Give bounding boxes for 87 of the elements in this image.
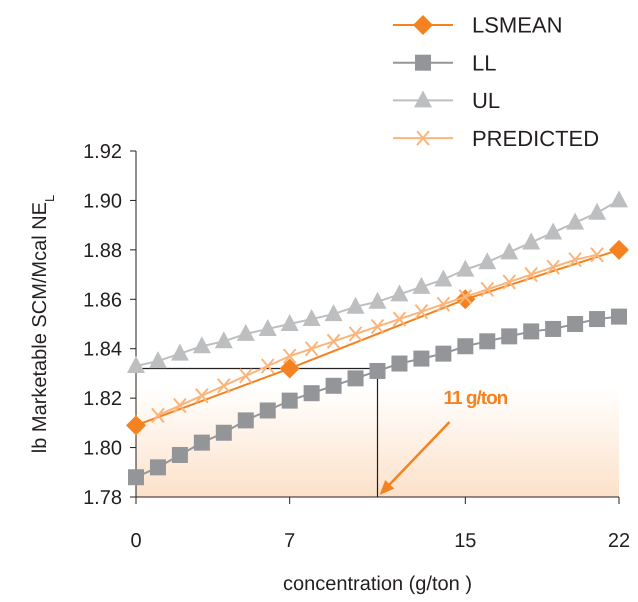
point — [412, 276, 430, 294]
point — [304, 340, 319, 357]
point — [480, 281, 494, 298]
point — [348, 370, 364, 386]
x-tick-label: 7 — [284, 530, 296, 552]
x-tick-label: 22 — [608, 530, 630, 552]
point — [280, 314, 299, 331]
point — [172, 446, 188, 463]
legend-label: LL — [472, 50, 496, 76]
point — [544, 222, 562, 240]
point — [370, 318, 384, 334]
point — [280, 358, 300, 378]
y-tick-label: 1.92 — [83, 141, 122, 163]
x-tick-label: 0 — [130, 530, 142, 552]
point — [216, 378, 231, 394]
legend-label: PREDICTED — [472, 126, 600, 151]
point — [148, 351, 167, 368]
point — [502, 274, 516, 290]
point — [567, 316, 584, 332]
point — [392, 311, 406, 328]
point — [588, 202, 606, 220]
point — [172, 398, 187, 414]
point — [414, 304, 428, 320]
point — [566, 212, 584, 230]
x-tick-label: 15 — [454, 530, 476, 552]
point — [236, 324, 255, 341]
point — [346, 296, 365, 314]
point — [545, 320, 562, 337]
point — [260, 402, 276, 418]
point — [611, 308, 627, 325]
point — [258, 318, 277, 336]
y-tick-label: 1.78 — [83, 487, 122, 509]
point — [127, 356, 145, 374]
point — [302, 309, 321, 326]
point — [524, 266, 538, 283]
point — [282, 392, 298, 409]
point — [413, 350, 430, 367]
point — [304, 385, 320, 402]
point — [170, 344, 189, 361]
legend-label: LSMEAN — [472, 12, 562, 38]
point — [370, 362, 386, 379]
point — [128, 469, 144, 486]
point — [391, 356, 408, 372]
legend-label: UL — [472, 88, 500, 114]
point — [326, 378, 342, 394]
y-tick-label: 1.88 — [83, 240, 122, 262]
point — [216, 424, 232, 441]
x-axis-title: concentration (g/ton ) — [283, 573, 472, 595]
point — [126, 415, 146, 436]
point — [194, 434, 210, 451]
annotation: 11 g/ton — [444, 388, 508, 409]
point — [150, 407, 165, 424]
y-tick-label: 1.84 — [83, 338, 122, 361]
point — [479, 333, 496, 350]
point — [457, 338, 474, 354]
point — [194, 388, 209, 404]
point — [238, 412, 254, 428]
point — [436, 296, 450, 312]
point — [435, 346, 452, 362]
point — [589, 311, 606, 328]
point — [590, 246, 604, 263]
point — [546, 259, 560, 276]
point — [150, 459, 166, 476]
point — [348, 326, 363, 342]
point — [456, 260, 474, 277]
point — [282, 348, 297, 364]
point — [610, 190, 628, 208]
point — [501, 328, 518, 344]
point — [260, 358, 275, 374]
point — [609, 240, 629, 260]
point — [568, 252, 582, 268]
point — [324, 304, 343, 322]
point — [522, 232, 540, 250]
y-tick-label: 1.90 — [83, 190, 122, 212]
y-tick-label: 1.80 — [83, 438, 122, 460]
point — [500, 242, 518, 260]
point — [368, 292, 386, 309]
point — [214, 331, 233, 348]
point — [390, 284, 408, 302]
point — [434, 270, 452, 287]
point — [523, 323, 540, 340]
point — [326, 333, 341, 350]
y-tick-label: 1.82 — [83, 388, 122, 410]
point — [192, 336, 211, 354]
y-tick-label: 1.86 — [83, 289, 122, 312]
point — [238, 368, 253, 384]
point — [478, 252, 496, 270]
